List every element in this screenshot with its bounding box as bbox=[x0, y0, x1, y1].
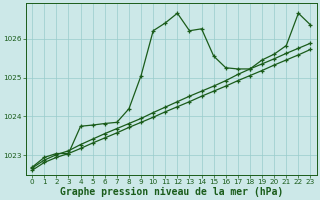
X-axis label: Graphe pression niveau de la mer (hPa): Graphe pression niveau de la mer (hPa) bbox=[60, 186, 283, 197]
